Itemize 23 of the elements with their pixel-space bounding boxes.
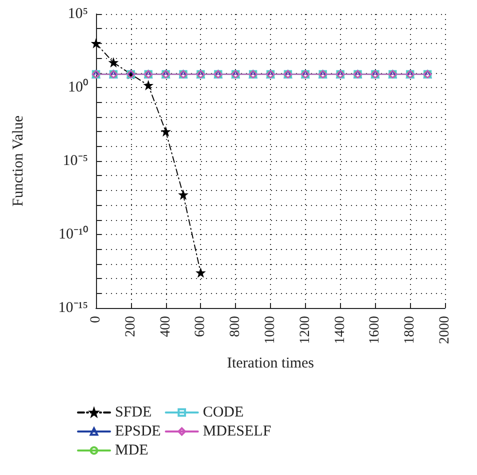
x-tick-label: 0 xyxy=(88,316,104,323)
x-tick-label: 800 xyxy=(228,316,244,337)
x-tick-label: 1000 xyxy=(263,316,278,344)
x-tick-label: 600 xyxy=(193,316,208,337)
x-tick-label: 1600 xyxy=(368,316,383,344)
y-axis-title: Function Value xyxy=(10,115,26,206)
y-tick-label: 10⁰ xyxy=(68,78,88,96)
x-tick-label: 1400 xyxy=(332,316,348,344)
legend-label: MDESELF xyxy=(202,424,272,440)
legend-label: EPSDE xyxy=(115,424,161,440)
legend-label: CODE xyxy=(202,404,244,420)
y-tick-label: 10⁻⁵ xyxy=(62,153,88,169)
legend-label: SFDE xyxy=(115,404,152,420)
x-axis-title: Iteration times xyxy=(226,356,314,372)
y-tick-label: 10⁻¹⁰ xyxy=(58,226,88,242)
y-tick-label: 10⁻¹⁵ xyxy=(58,300,88,316)
legend-label: MDE xyxy=(115,442,148,458)
x-tick-label: 400 xyxy=(158,316,174,337)
x-tick-label: 2000 xyxy=(438,316,452,344)
x-tick-label: 1800 xyxy=(402,316,418,344)
y-tick-label: 10⁵ xyxy=(68,6,88,22)
x-tick-label: 200 xyxy=(123,316,138,337)
x-tick-label: 1200 xyxy=(298,316,313,344)
